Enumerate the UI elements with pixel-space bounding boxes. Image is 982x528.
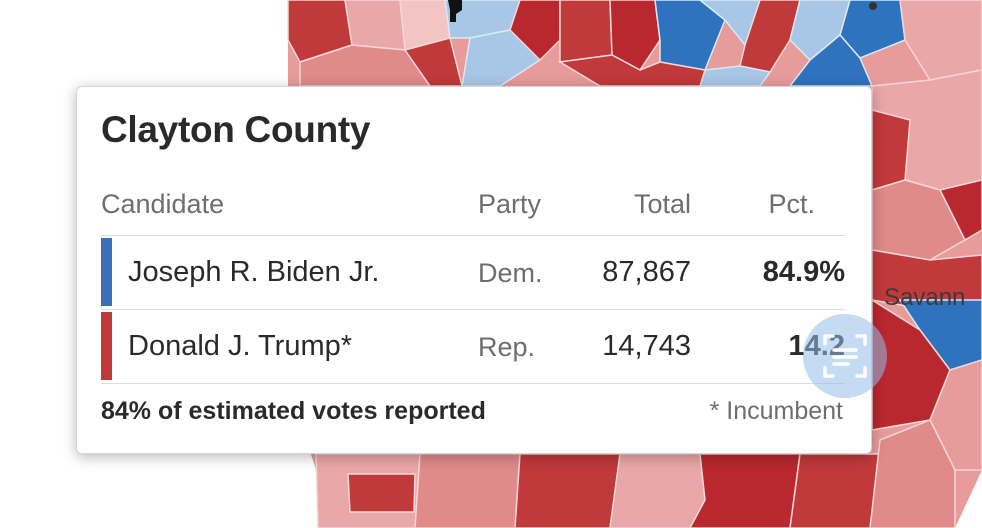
county-shape[interactable] bbox=[347, 473, 416, 513]
incumbent-note: * Incumbent bbox=[709, 397, 843, 425]
divider bbox=[101, 309, 845, 310]
votes-reported-text: 84% of estimated votes reported bbox=[101, 397, 486, 425]
county-shape[interactable] bbox=[789, 453, 881, 528]
city-label: Savann bbox=[884, 284, 965, 311]
candidate-pct: 84.9% bbox=[762, 256, 845, 288]
candidate-name: Donald J. Trump* bbox=[128, 330, 353, 362]
header-total: Total bbox=[633, 189, 691, 219]
county-shape[interactable] bbox=[869, 419, 956, 528]
text-scan-icon bbox=[823, 334, 867, 378]
candidate-party: Dem. bbox=[478, 258, 543, 288]
county-shape[interactable] bbox=[344, 0, 406, 51]
header-pct: Pct. bbox=[768, 189, 815, 219]
county-shape[interactable] bbox=[871, 109, 911, 192]
county-results-tooltip: Clayton County Candidate Party Total Pct… bbox=[76, 86, 872, 454]
candidate-total: 14,743 bbox=[602, 330, 691, 362]
party-color-bar bbox=[101, 312, 112, 380]
text-scan-button[interactable] bbox=[803, 314, 887, 398]
candidate-total: 87,867 bbox=[602, 256, 691, 288]
county-shape[interactable] bbox=[461, 29, 542, 87]
divider bbox=[101, 235, 845, 236]
divider bbox=[101, 383, 845, 384]
candidate-row-biden: Joseph R. Biden Jr. Dem. 87,867 84.9% bbox=[101, 236, 845, 308]
header-party: Party bbox=[478, 189, 542, 219]
candidate-name: Joseph R. Biden Jr. bbox=[128, 256, 380, 288]
header-candidate: Candidate bbox=[101, 189, 225, 219]
county-shape[interactable] bbox=[559, 0, 613, 63]
candidate-row-trump: Donald J. Trump* Rep. 14,743 14.2 bbox=[101, 310, 845, 382]
county-shape[interactable] bbox=[788, 33, 874, 87]
county-title: Clayton County bbox=[101, 109, 371, 150]
candidate-party: Rep. bbox=[478, 332, 536, 362]
county-shape[interactable] bbox=[929, 359, 982, 471]
dot-icon bbox=[869, 2, 877, 10]
county-shape[interactable] bbox=[557, 54, 706, 87]
county-shape[interactable] bbox=[414, 453, 521, 528]
county-shape[interactable] bbox=[514, 453, 621, 528]
county-shape[interactable] bbox=[689, 453, 801, 528]
county-shape[interactable] bbox=[609, 0, 661, 71]
county-shape[interactable] bbox=[609, 453, 706, 528]
marker-icon bbox=[448, 0, 462, 22]
party-color-bar bbox=[101, 238, 112, 306]
county-shape[interactable] bbox=[839, 0, 906, 59]
